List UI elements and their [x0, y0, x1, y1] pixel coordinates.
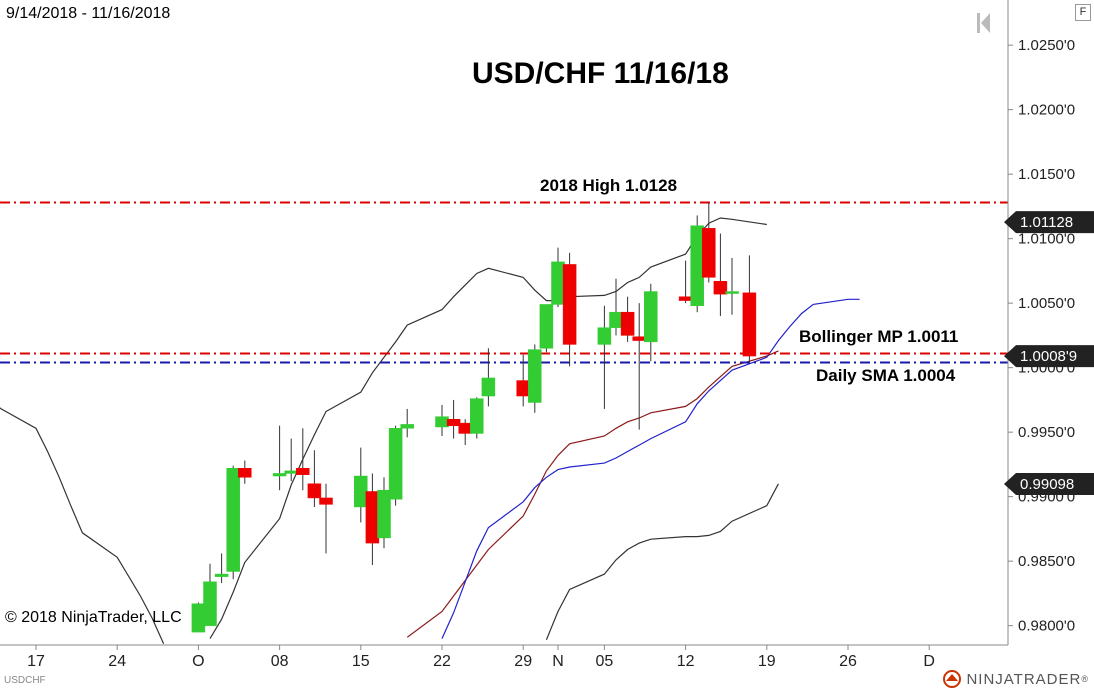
- y-tick-label: 1.0200'0: [1018, 102, 1075, 119]
- indicator-line: [545, 483, 779, 641]
- candle-body: [539, 304, 554, 349]
- candles: [191, 202, 757, 633]
- candle-body: [644, 291, 658, 343]
- candle-body: [238, 468, 252, 478]
- y-tick-label: 0.9850'0: [1018, 553, 1075, 570]
- candle-body: [620, 311, 635, 336]
- date-range: 9/14/2018 - 11/16/2018: [6, 5, 171, 22]
- price-badge: [1004, 473, 1094, 496]
- candle-body: [377, 489, 391, 539]
- indicator-line: [209, 217, 767, 639]
- candle-body: [516, 380, 530, 397]
- candle-body: [690, 225, 704, 306]
- x-tick-label: N: [552, 653, 564, 670]
- price-badge-label: 1.01128: [1020, 214, 1073, 231]
- x-tick-label: 08: [271, 653, 289, 670]
- daily-sma-label: Daily SMA 1.0004: [816, 366, 956, 385]
- candle-body: [458, 422, 472, 434]
- x-tick-label: 24: [108, 653, 126, 670]
- axes: 1.0250'0 1.0200'0 1.0150'0 1.0100'0 1.0050'0…: [0, 0, 1075, 670]
- candle-body: [725, 291, 739, 294]
- x-tick-label: O: [192, 653, 204, 670]
- candle-body: [446, 419, 461, 426]
- x-tick-label: 19: [758, 653, 776, 670]
- candle-body: [632, 336, 646, 341]
- copyright-notice: © 2018 NinjaTrader, LLC: [5, 609, 182, 626]
- candle-body: [597, 327, 612, 345]
- price-badge: [1004, 211, 1094, 234]
- candle-body: [191, 603, 206, 633]
- candle-body: [702, 228, 716, 278]
- y-tick-label: 1.0100'0: [1018, 231, 1075, 248]
- price-badge: [1004, 345, 1094, 368]
- candle-body: [713, 280, 728, 295]
- candle-body: [214, 573, 229, 577]
- candle-body: [470, 398, 484, 434]
- x-tick-label: 29: [514, 653, 532, 670]
- candle-body: [296, 468, 310, 475]
- y-tick-label: 0.9800'0: [1018, 618, 1075, 635]
- ninjatrader-logo-icon: [943, 670, 962, 688]
- candle-body: [226, 468, 240, 572]
- chart-title: USD/CHF 11/16/18: [472, 57, 729, 90]
- candle-body: [678, 296, 693, 301]
- candle-body: [400, 424, 414, 429]
- candle-body: [562, 264, 577, 345]
- candle-body: [435, 416, 449, 428]
- brand-trademark: ®: [1081, 674, 1088, 684]
- x-tick-label: 12: [677, 653, 695, 670]
- candle-body: [742, 292, 757, 357]
- price-badge-label: 1.0008'9: [1020, 348, 1077, 365]
- price-badges: 1.01128 1.0008'9 0.99098: [1004, 211, 1094, 496]
- x-tick-label: 22: [433, 653, 451, 670]
- x-tick-label: 05: [596, 653, 614, 670]
- candle-body: [481, 377, 496, 397]
- y-tick-label: 1.0050'0: [1018, 295, 1075, 312]
- y-tick-label: 0.9950'0: [1018, 424, 1075, 441]
- year-high-label: 2018 High 1.0128: [540, 176, 678, 195]
- candle-body: [203, 581, 217, 626]
- y-tick-label: 1.0150'0: [1018, 166, 1075, 183]
- candle-body: [354, 475, 368, 508]
- bollinger-mp-label: Bollinger MP 1.0011: [799, 327, 959, 346]
- indicator-line: [441, 298, 860, 639]
- candle-body: [307, 483, 322, 499]
- x-tick-label: 26: [839, 653, 857, 670]
- f-button[interactable]: F: [1075, 4, 1091, 21]
- price-badge-label: 0.99098: [1020, 476, 1074, 493]
- x-tick-label: 17: [27, 653, 45, 670]
- brand-name: NINJATRADER: [966, 670, 1082, 688]
- x-tick-label: 15: [352, 653, 370, 670]
- candle-body: [365, 491, 380, 544]
- candle-body: [388, 428, 403, 500]
- candle-body: [272, 473, 287, 477]
- symbol-label: USDCHF: [4, 675, 46, 686]
- x-tick-label: D: [923, 653, 935, 670]
- indicator-line: [0, 407, 165, 644]
- collapse-panel-icon[interactable]: [976, 12, 992, 34]
- candle-body: [551, 261, 565, 305]
- ninjatrader-logo: NINJATRADER ®: [942, 669, 1088, 689]
- indicator-lines: [0, 217, 860, 644]
- indicator-line: [406, 350, 779, 638]
- y-tick-label: 1.0250'0: [1018, 37, 1075, 54]
- candle-body: [319, 497, 333, 505]
- candle-body: [528, 349, 542, 403]
- candle-body: [609, 311, 623, 328]
- candle-body: [284, 470, 298, 474]
- horizontal-levels: [0, 201, 1008, 364]
